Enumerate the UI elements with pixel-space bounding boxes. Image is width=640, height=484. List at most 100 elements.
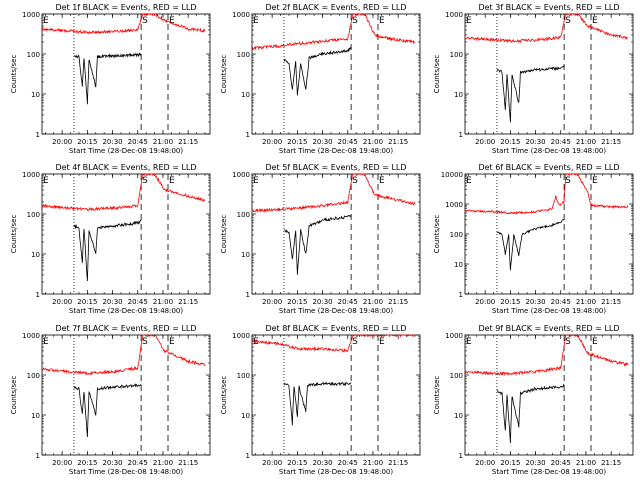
x-tick-label: 20:15 [77,459,97,467]
x-tick-label: 20:15 [287,459,307,467]
marker-label-saa: S [565,337,571,347]
x-tick-label: 20:00 [52,459,72,467]
x-tick-label: 20:00 [262,459,282,467]
plot-frame [41,13,211,135]
y-tick-label: 10 [31,91,40,99]
y-tick-label: 1000 [22,171,40,179]
x-tick-label: 21:00 [576,138,596,146]
marker-label-saa: S [142,176,148,186]
chart-panel: Det 6f BLACK = Events, RED = LLD 1 10 100 10… [433,163,634,315]
x-tick-label: 20:45 [338,459,358,467]
x-tick-label: 21:15 [601,459,621,467]
plot-frame [464,334,634,456]
marker-label-start: E [43,176,49,186]
x-tick-label: 21:15 [178,298,198,306]
x-tick-label: 21:00 [153,138,173,146]
marker-label-end: E [592,176,598,186]
series-line-events [73,52,142,105]
chart-panel: Det 4f BLACK = Events, RED = LLD 1 10 100 10… [10,163,211,315]
plot-frame [251,13,421,135]
series-line-events [73,382,142,438]
series-line-lld [41,334,206,376]
x-tick-label: 21:15 [388,298,408,306]
y-tick-label: 100 [237,372,250,380]
x-tick-label: 20:30 [312,298,332,306]
y-tick-label: 1 [459,452,463,460]
chart-title: Det 1f BLACK = Events, RED = LLD [55,3,196,12]
x-tick-label: 20:00 [262,138,282,146]
series-line-lld [251,13,416,51]
y-tick-label: 1000 [22,332,40,340]
x-axis-label: Start Time (28-Dec-08 19:48:00) [69,307,183,315]
x-tick-label: 20:30 [102,459,122,467]
marker-label-end: E [379,16,385,26]
y-tick-label: 1 [246,291,250,299]
y-tick-label: 1 [246,452,250,460]
x-tick-label: 20:30 [312,459,332,467]
y-tick-label: 1000 [445,201,463,209]
x-tick-label: 20:30 [525,459,545,467]
x-axis-label: Start Time (28-Dec-08 19:48:00) [492,468,606,476]
plot-frame [41,173,211,295]
series-line-lld [464,173,629,215]
marker-label-end: E [379,176,385,186]
x-tick-label: 20:30 [525,298,545,306]
marker-label-end: E [169,176,175,186]
y-tick-label: 10000 [441,171,463,179]
chart-panel: Det 9f BLACK = Events, RED = LLD 1 10 100 10… [433,324,634,476]
x-tick-label: 20:00 [475,459,495,467]
y-tick-label: 1 [246,131,250,139]
series-line-events [73,219,142,282]
marker-label-saa: S [142,16,148,26]
y-tick-label: 1000 [232,11,250,19]
x-tick-label: 21:15 [601,138,621,146]
series-line-events [496,65,565,123]
chart-title: Det 7f BLACK = Events, RED = LLD [55,324,196,333]
marker-label-saa: S [142,337,148,347]
y-tick-label: 1 [36,452,40,460]
x-tick-label: 21:00 [576,298,596,306]
x-tick-label: 21:00 [363,298,383,306]
marker-label-saa: S [352,337,358,347]
x-tick-label: 20:00 [52,138,72,146]
series-line-lld [465,13,629,44]
y-tick-label: 100 [237,51,250,59]
x-tick-label: 21:15 [178,459,198,467]
x-tick-label: 20:15 [77,138,97,146]
y-axis-label: Counts/sec [10,55,18,94]
chart-title: Det 5f BLACK = Events, RED = LLD [265,163,406,172]
y-tick-label: 10 [31,251,40,259]
x-tick-label: 21:15 [388,459,408,467]
y-tick-label: 100 [27,51,40,59]
chart-panel: Det 5f BLACK = Events, RED = LLD 1 10 100 10… [220,163,421,315]
y-axis-label: Counts/sec [10,215,18,254]
y-axis-label: Counts/sec [220,376,228,415]
marker-label-end: E [592,337,598,347]
x-tick-label: 20:00 [52,298,72,306]
x-axis-label: Start Time (28-Dec-08 19:48:00) [69,468,183,476]
chart-panel: Det 2f BLACK = Events, RED = LLD 1 10 100 10… [220,3,421,155]
marker-label-start: E [43,16,49,26]
x-axis-label: Start Time (28-Dec-08 19:48:00) [492,147,606,155]
marker-label-start: E [466,176,472,186]
series-line-events [283,381,352,426]
x-tick-label: 20:45 [551,298,571,306]
y-axis-label: Counts/sec [433,55,441,94]
x-tick-label: 20:30 [525,138,545,146]
marker-label-saa: S [565,16,571,26]
y-axis-label: Counts/sec [433,215,441,254]
chart-title: Det 4f BLACK = Events, RED = LLD [55,163,196,172]
x-tick-label: 20:15 [287,138,307,146]
y-tick-label: 1 [459,291,463,299]
x-axis-label: Start Time (28-Dec-08 19:48:00) [279,468,393,476]
x-tick-label: 20:15 [77,298,97,306]
x-tick-label: 21:15 [388,138,408,146]
y-tick-label: 1000 [232,171,250,179]
x-tick-label: 21:15 [601,298,621,306]
x-tick-label: 20:15 [500,138,520,146]
x-tick-label: 20:45 [338,138,358,146]
chart-panel: Det 8f BLACK = Events, RED = LLD 1 10 100 10… [220,324,421,476]
y-tick-label: 10 [31,412,40,420]
